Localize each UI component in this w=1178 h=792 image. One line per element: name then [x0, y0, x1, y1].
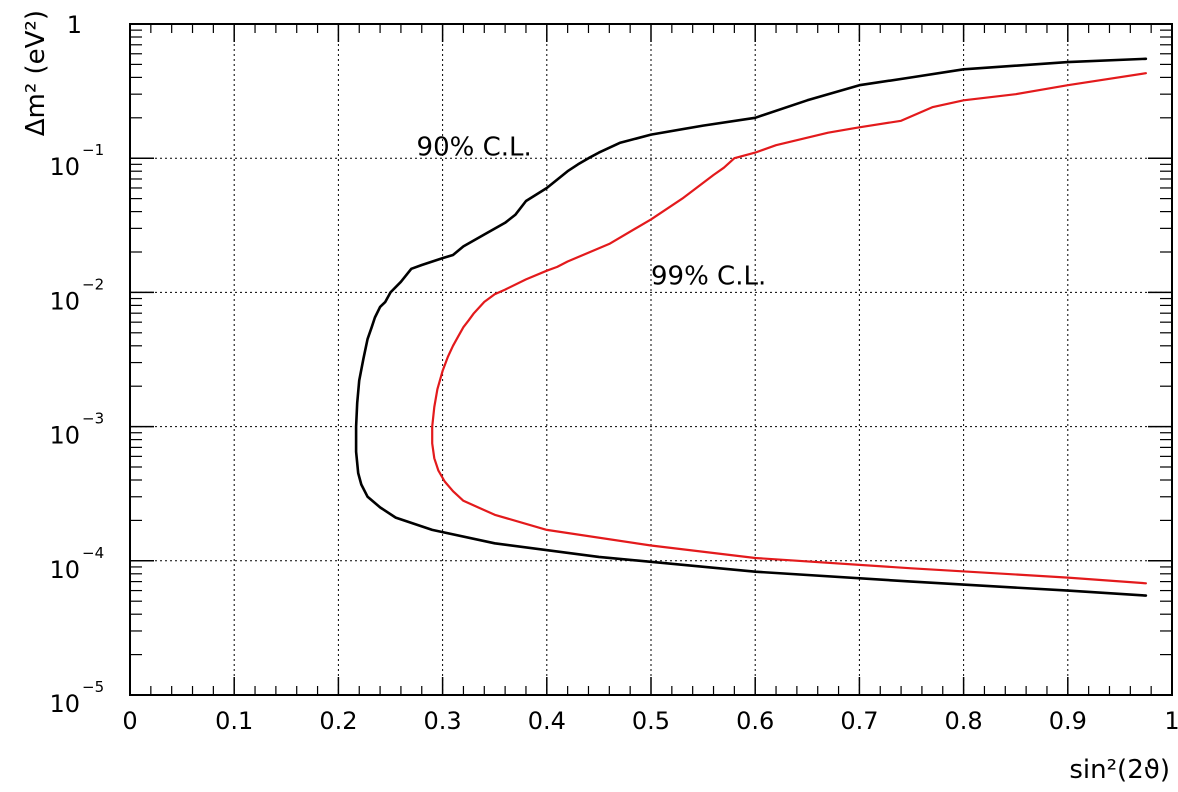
x-tick-label: 0.3: [424, 707, 462, 735]
plot-frame: [129, 23, 1173, 696]
y-tick-exponent: −3: [82, 410, 104, 428]
label-layer: 0 0.1 0.2 0.3 0.4 0.5 0.6 0.7 0.8 0.9 1110−110−210…: [49, 11, 1178, 735]
confidence-level-label: 99% C.L.: [651, 261, 766, 291]
y-tick-exponent: −1: [82, 141, 104, 159]
y-tick-exponent: −2: [82, 275, 104, 293]
x-tick-label: 0.6: [736, 707, 774, 735]
x-tick-label: 1: [1164, 707, 1178, 735]
y-axis-title: Δm² (eV²): [21, 10, 51, 136]
contour-curve-1: [354, 57, 1148, 597]
y-tick-exponent: −4: [82, 544, 104, 562]
y-tick-label: 10: [49, 422, 80, 450]
x-axis-title: sin²(2ϑ): [1069, 755, 1170, 785]
grid-layer: [130, 24, 1172, 695]
y-tick-label: 1: [67, 11, 82, 39]
contour-curve-2: [431, 72, 1147, 585]
tick-layer: [129, 23, 1173, 696]
x-tick-label: 0.2: [319, 707, 357, 735]
y-tick-label: 10: [49, 287, 80, 315]
x-tick-label: 0.4: [528, 707, 566, 735]
y-tick-exponent: −5: [82, 678, 104, 696]
x-tick-label: 0.5: [632, 707, 670, 735]
series-layer: [354, 57, 1148, 597]
x-tick-label: 0: [122, 707, 137, 735]
y-tick-label: 10: [49, 556, 80, 584]
x-tick-label: 0.1: [215, 707, 253, 735]
y-tick-label: 10: [49, 153, 80, 181]
x-tick-label: 0.8: [945, 707, 983, 735]
confidence-level-label: 90% C.L.: [417, 132, 532, 162]
x-tick-label: 0.9: [1049, 707, 1087, 735]
y-tick-label: 10: [49, 690, 80, 718]
x-tick-label: 0.7: [840, 707, 878, 735]
